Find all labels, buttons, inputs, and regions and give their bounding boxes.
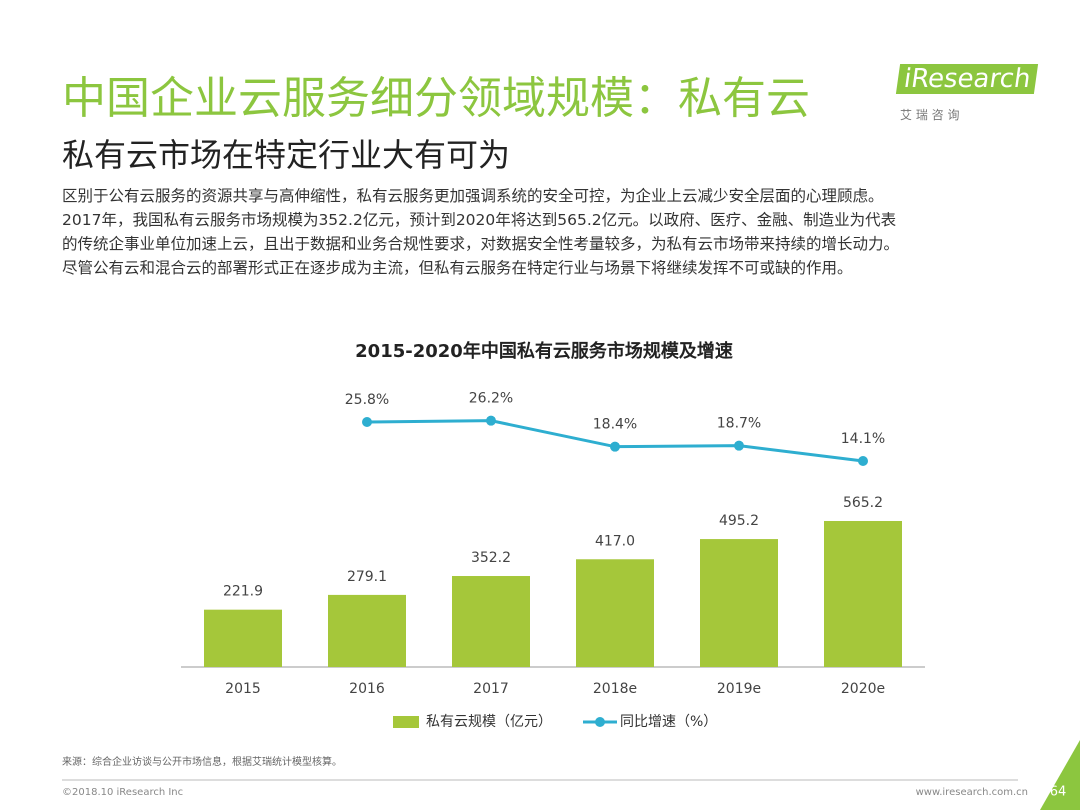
paragraph-line: 区别于公有云服务的资源共享与高伸缩性，私有云服务更加强调系统的安全可控，为企业上…: [62, 187, 884, 205]
bar: [824, 520, 902, 667]
line-point: [486, 415, 496, 426]
line-point: [610, 441, 620, 452]
line-value-label: 18.4%: [593, 417, 637, 433]
line-point: [734, 440, 744, 451]
legend-swatch: [393, 716, 419, 728]
bar-value-label: 221.9: [223, 584, 263, 600]
x-tick-label: 2016: [349, 681, 385, 697]
slide-title: 中国企业云服务细分领域规模：私有云: [62, 73, 810, 124]
x-tick-label: 2018e: [593, 681, 637, 697]
legend-label: 私有云规模（亿元）: [426, 714, 552, 730]
bar-value-label: 352.2: [471, 550, 511, 566]
bar: [576, 559, 654, 667]
bar: [452, 576, 530, 667]
line-point: [362, 417, 372, 427]
paragraph: 区别于公有云服务的资源共享与高伸缩性，私有云服务更加强调系统的安全可控，为企业上…: [62, 184, 899, 280]
x-tick-label: 2015: [225, 681, 261, 697]
paragraph-line: 2017年，我国私有云服务市场规模为352.2亿元，预计到2020年将达到565…: [62, 211, 897, 229]
paragraph-line: 的传统企事业单位加速上云，且出于数据和业务合规性要求，对数据安全性考量较多，为私…: [62, 235, 900, 253]
legend-swatch: [595, 717, 605, 727]
bar-value-label: 279.1: [347, 569, 387, 585]
bar: [700, 539, 778, 667]
page-number: 64: [1050, 785, 1067, 800]
x-tick-label: 2017: [473, 681, 509, 697]
copyright: ©2018.10 iResearch Inc: [62, 787, 183, 798]
x-tick-label: 2019e: [717, 681, 761, 697]
legend-label: 同比增速（%）: [620, 714, 717, 730]
line-point: [858, 456, 868, 466]
line-value-label: 25.8%: [345, 392, 389, 408]
line-value-label: 18.7%: [717, 416, 761, 432]
source: 来源：综合企业访谈与公开市场信息，根据艾瑞统计模型核算。: [62, 755, 342, 768]
x-tick-label: 2020e: [841, 681, 885, 697]
line-value-label: 14.1%: [841, 431, 885, 447]
line-value-label: 26.2%: [469, 391, 513, 407]
corner-decoration: [1040, 740, 1080, 810]
bar-value-label: 417.0: [595, 533, 635, 549]
slide-subtitle: 私有云市场在特定行业大有可为: [62, 136, 511, 174]
bar: [204, 609, 282, 667]
paragraph-line: 尽管公有云和混合云的部署形式正在逐步成为主流，但私有云服务在特定行业与场景下将继…: [62, 259, 853, 277]
logo-sub: 艾 瑞 咨 询: [900, 108, 960, 122]
website: www.iresearch.com.cn: [916, 787, 1028, 798]
bar: [328, 594, 406, 667]
bar-value-label: 565.2: [843, 495, 883, 511]
bar-value-label: 495.2: [719, 513, 759, 529]
chart-title: 2015-2020年中国私有云服务市场规模及增速: [355, 340, 733, 362]
